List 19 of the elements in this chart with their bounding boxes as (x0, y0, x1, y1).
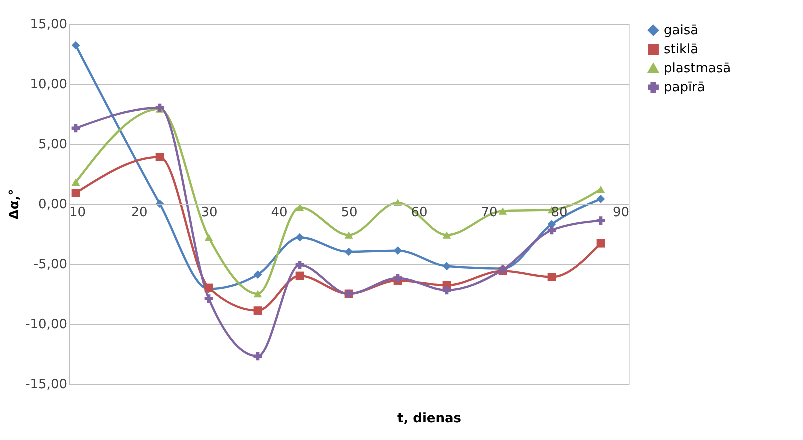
y-tick-label: -5,00 (34, 258, 68, 272)
x-tick-label: 40 (271, 206, 288, 220)
y-axis-title: Δα,° (8, 189, 23, 220)
x-tick-label: 50 (341, 206, 358, 220)
legend-label: plastmasā (664, 62, 732, 76)
x-tick-label: 90 (612, 206, 630, 220)
legend-label: papīrā (664, 80, 706, 96)
y-tick-label: -15,00 (26, 378, 68, 392)
x-axis-title: t, dienas (397, 412, 462, 426)
legend-label: gaisā (664, 24, 699, 38)
x-tick-label: 10 (70, 206, 86, 220)
y-tick-label: 0,00 (38, 198, 68, 212)
legend-label: stiklā (664, 42, 699, 58)
x-tick-label: 30 (201, 206, 218, 220)
x-tick-label: 20 (131, 206, 148, 220)
y-tick-label: 15,00 (30, 18, 68, 32)
y-tick-label: -10,00 (26, 318, 68, 332)
y-tick-label: 5,00 (38, 138, 68, 152)
y-tick-label: 10,00 (30, 78, 68, 92)
